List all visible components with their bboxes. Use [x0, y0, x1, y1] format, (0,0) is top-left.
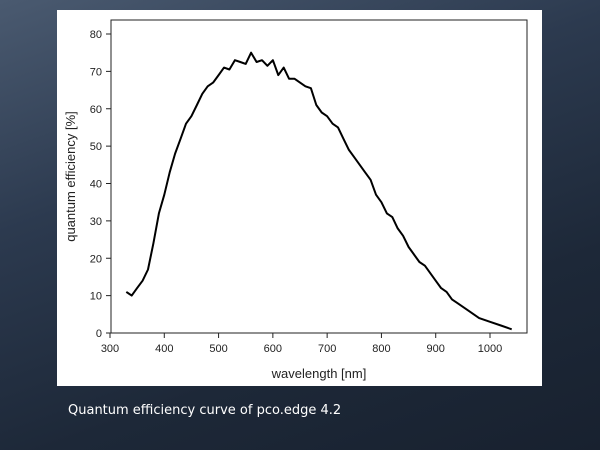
- x-axis-label: wavelength [nm]: [271, 366, 367, 381]
- x-tick-label: 700: [318, 343, 336, 355]
- x-tick-label: 800: [372, 343, 390, 355]
- y-axis-label: quantum efficiency [%]: [63, 111, 78, 242]
- x-tick-label: 1000: [478, 343, 502, 355]
- series-line: [125, 51, 513, 331]
- x-tick-label: 600: [264, 343, 282, 355]
- y-tick-label: 50: [90, 141, 102, 153]
- y-tick-label: 80: [90, 29, 102, 41]
- x-tick-label: 300: [101, 343, 119, 355]
- x-tick-label: 900: [427, 343, 445, 355]
- y-tick-label: 20: [90, 253, 102, 265]
- y-tick-label: 60: [90, 104, 102, 116]
- y-tick-label: 10: [90, 291, 102, 303]
- y-tick-label: 70: [90, 66, 102, 78]
- y-tick-label: 0: [96, 328, 102, 340]
- y-tick-label: 30: [90, 216, 102, 228]
- x-tick-label: 500: [209, 343, 227, 355]
- qe-chart: 300 400 500 600 700 800 900 1000 0 10 20 30 40 50 60 70…: [63, 19, 528, 381]
- x-tick-label: 400: [155, 343, 173, 355]
- slide-caption: Quantum efficiency curve of pco.edge 4.2: [68, 403, 342, 418]
- plot-frame: [110, 19, 528, 334]
- chart-card: 300 400 500 600 700 800 900 1000 0 10 20 30 40 50 60 70…: [57, 10, 542, 386]
- y-tick-label: 40: [90, 179, 102, 191]
